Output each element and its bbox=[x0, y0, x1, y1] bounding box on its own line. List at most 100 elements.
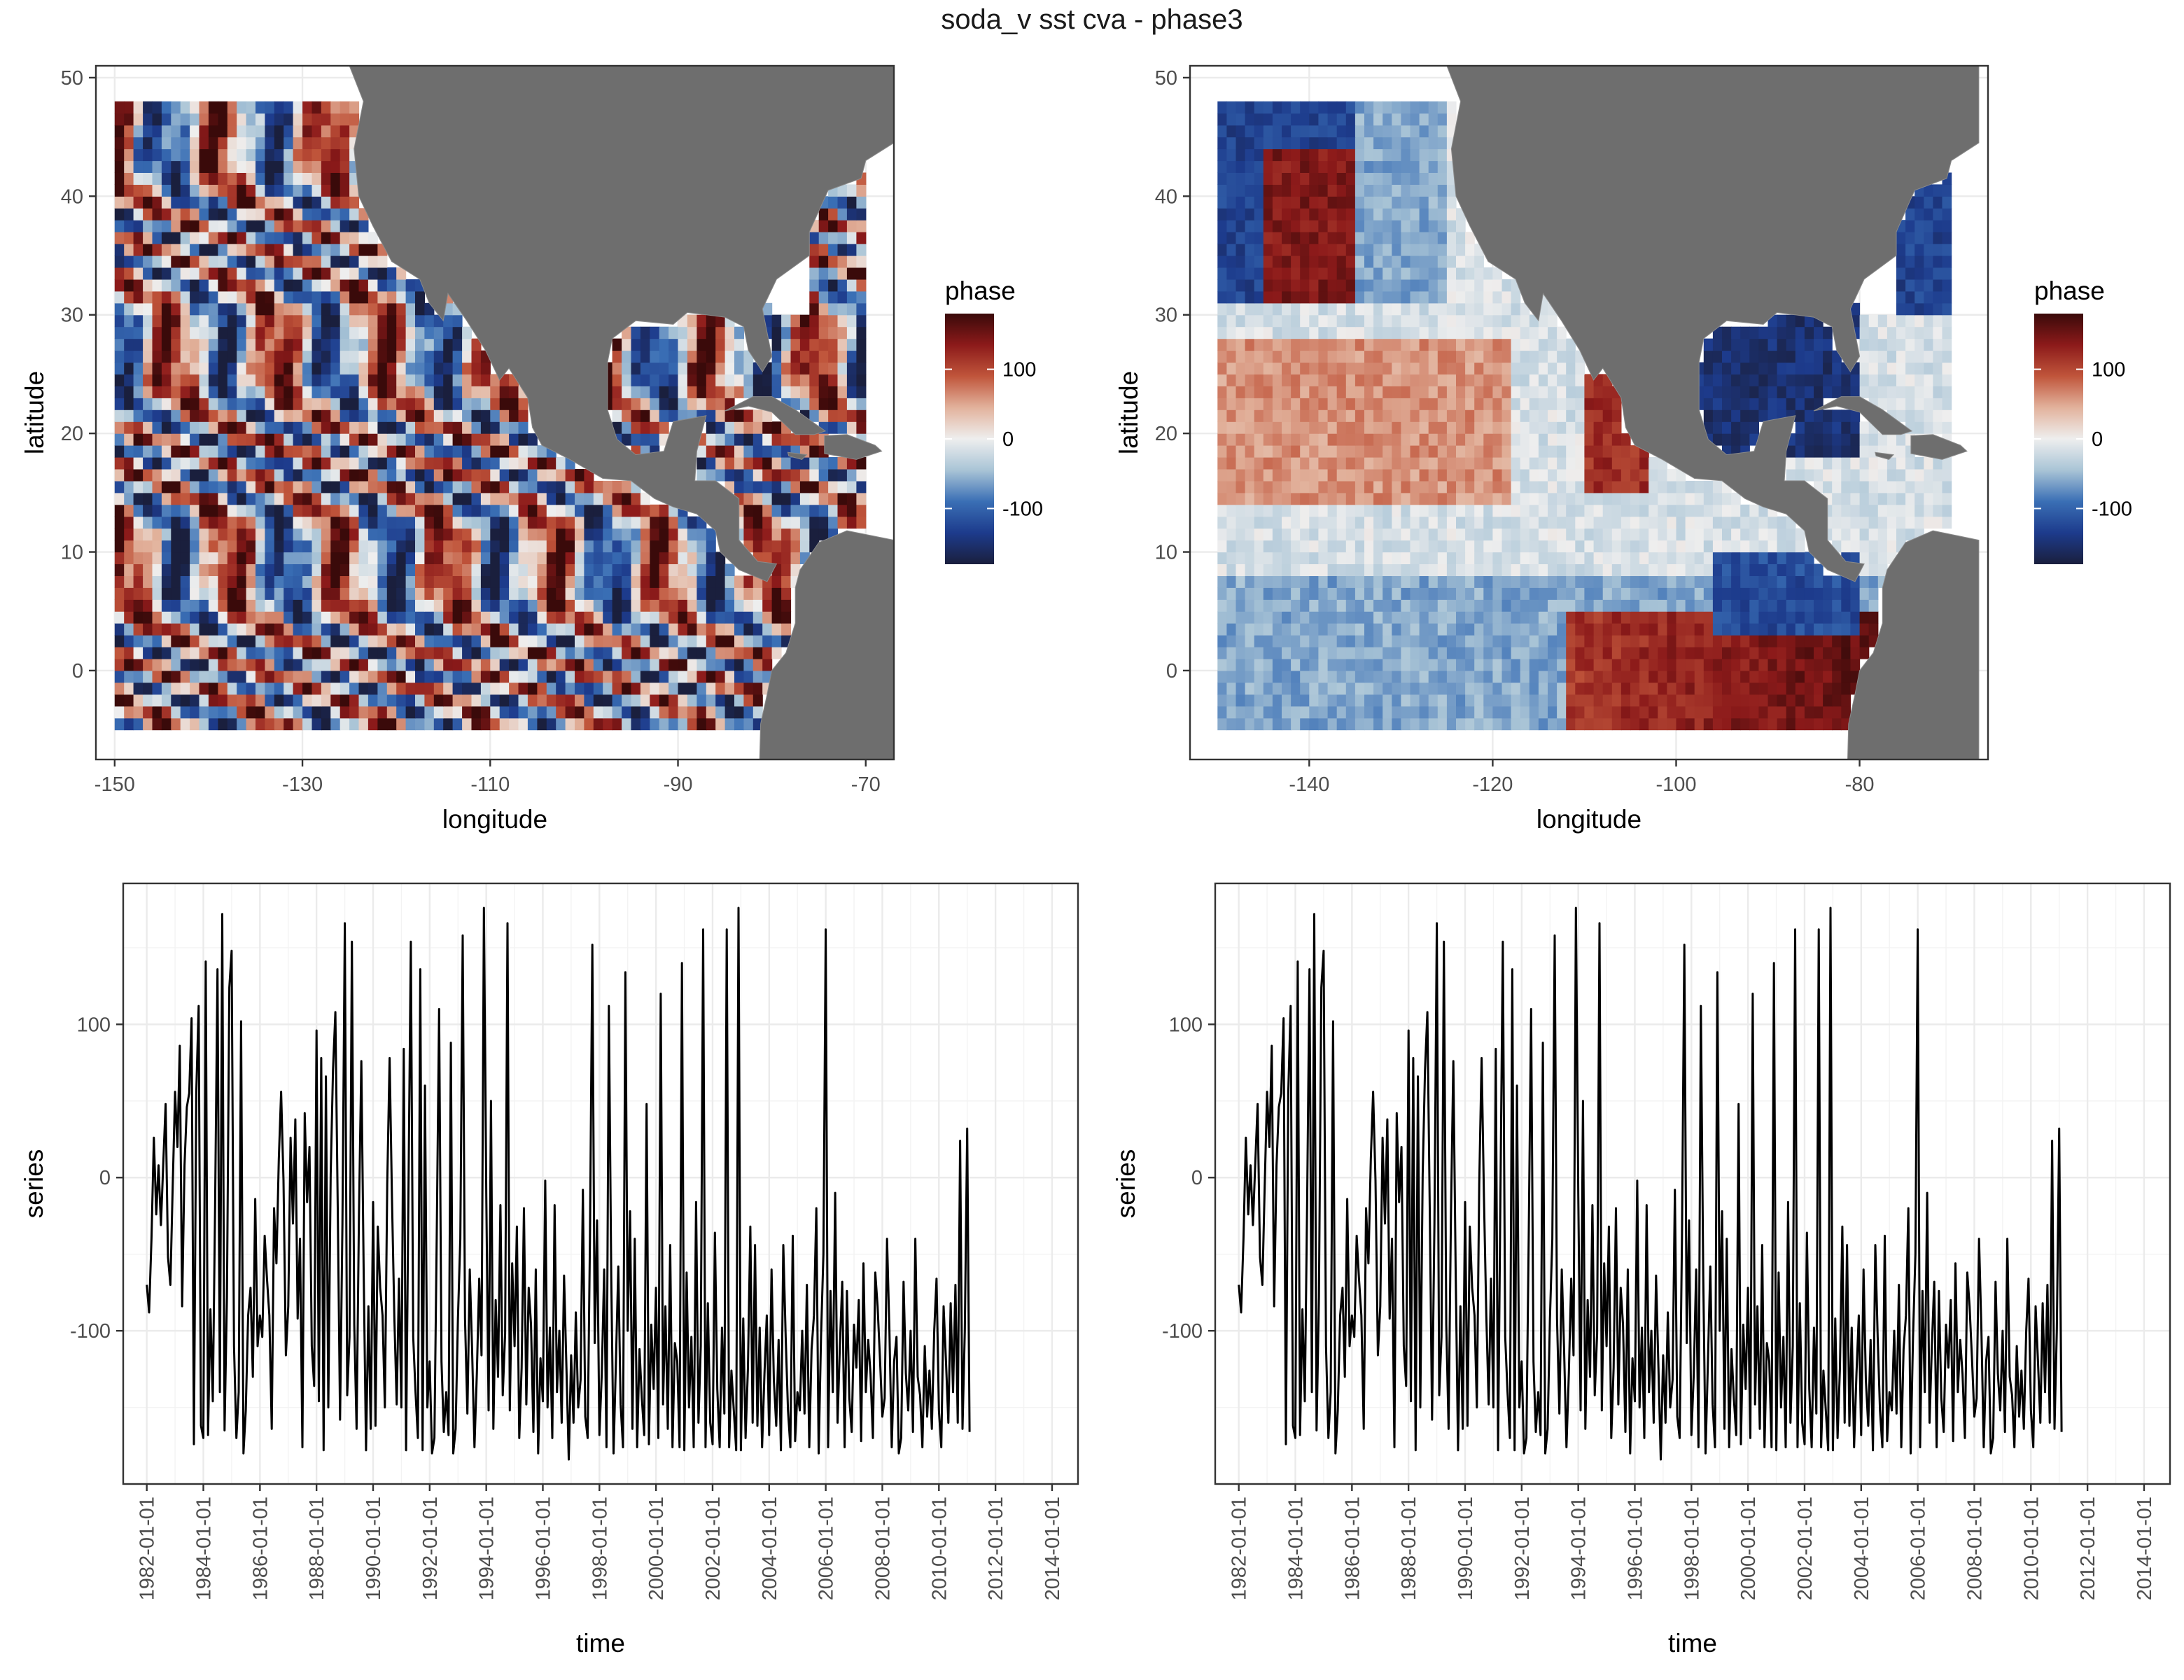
phase-cell bbox=[1740, 647, 1750, 659]
phase-cell bbox=[386, 682, 397, 695]
phase-cell bbox=[1483, 552, 1493, 564]
phase-cell bbox=[706, 410, 716, 422]
phase-cell bbox=[1584, 492, 1595, 505]
phase-cell bbox=[462, 611, 472, 624]
phase-cell bbox=[199, 445, 209, 458]
phase-cell bbox=[1548, 575, 1558, 588]
phase-cell bbox=[603, 528, 613, 541]
phase-cell bbox=[1749, 706, 1759, 719]
phase-cell bbox=[284, 386, 294, 398]
phase-cell bbox=[152, 362, 162, 374]
phase-cell bbox=[415, 587, 425, 600]
phase-cell bbox=[1896, 469, 1906, 482]
phase-cell bbox=[1703, 718, 1714, 731]
phase-cell bbox=[631, 718, 641, 731]
phase-cell bbox=[622, 398, 632, 410]
phase-cell bbox=[208, 160, 218, 173]
phase-cell bbox=[152, 290, 162, 304]
phase-cell bbox=[1749, 647, 1759, 659]
phase-cell bbox=[180, 575, 190, 588]
phase-cell bbox=[1272, 457, 1282, 470]
phase-cell bbox=[1823, 706, 1833, 719]
phase-cell bbox=[321, 362, 331, 374]
phase-cell bbox=[1245, 410, 1255, 422]
phase-cell bbox=[790, 469, 801, 482]
phase-cell bbox=[321, 492, 331, 505]
phase-cell bbox=[312, 232, 322, 244]
phase-cell bbox=[1282, 421, 1292, 434]
phase-cell bbox=[1611, 433, 1622, 446]
phase-cell bbox=[640, 504, 650, 517]
phase-cell bbox=[1868, 528, 1879, 541]
phase-cell bbox=[1236, 659, 1246, 671]
phase-cell bbox=[152, 694, 162, 707]
phase-cell bbox=[462, 504, 472, 517]
phase-cell bbox=[1502, 564, 1512, 576]
phase-cell bbox=[612, 362, 622, 374]
phase-cell bbox=[218, 374, 228, 386]
phase-cell bbox=[1309, 575, 1319, 588]
phase-cell bbox=[622, 647, 632, 659]
phase-cell bbox=[527, 433, 538, 446]
phase-cell bbox=[575, 575, 584, 588]
phase-cell bbox=[405, 433, 416, 446]
phase-cell bbox=[462, 374, 472, 386]
phase-cell bbox=[1593, 635, 1604, 648]
phase-cell bbox=[152, 302, 162, 316]
phase-cell bbox=[293, 492, 303, 505]
phase-cell bbox=[1667, 504, 1677, 517]
phase-cell bbox=[1392, 611, 1401, 624]
phase-cell bbox=[161, 599, 172, 612]
phase-cell bbox=[1327, 504, 1338, 517]
phase-cell bbox=[846, 398, 857, 410]
phase-cell bbox=[349, 528, 360, 541]
phase-cell bbox=[1502, 516, 1512, 529]
phase-cell bbox=[246, 670, 256, 683]
phase-cell bbox=[612, 350, 622, 363]
phase-cell bbox=[180, 184, 190, 197]
phase-cell bbox=[1446, 492, 1457, 505]
phase-cell bbox=[1327, 552, 1338, 564]
phase-cell bbox=[1520, 682, 1530, 695]
phase-cell bbox=[828, 220, 839, 232]
phase-cell bbox=[321, 587, 331, 600]
phase-cell bbox=[527, 635, 538, 648]
phase-cell bbox=[706, 326, 716, 340]
phase-cell bbox=[743, 670, 754, 683]
phase-cell bbox=[1630, 670, 1640, 683]
phase-cell bbox=[1318, 718, 1329, 731]
phase-cell bbox=[218, 113, 228, 126]
phase-cell bbox=[1602, 575, 1613, 588]
phase-cell bbox=[1832, 647, 1842, 659]
phase-cell bbox=[640, 647, 650, 659]
phase-cell bbox=[1620, 457, 1631, 470]
phase-cell bbox=[284, 492, 294, 505]
phase-cell bbox=[452, 682, 463, 695]
phase-cell bbox=[433, 611, 444, 624]
phase-cell bbox=[114, 208, 125, 220]
phase-cell bbox=[1272, 682, 1282, 695]
phase-cell bbox=[781, 469, 792, 482]
phase-cell bbox=[537, 587, 547, 600]
phase-cell bbox=[612, 504, 622, 517]
phase-cell bbox=[462, 433, 472, 446]
phase-cell bbox=[1336, 410, 1347, 422]
phase-cell bbox=[1933, 480, 1943, 493]
phase-cell bbox=[856, 255, 867, 268]
phase-cell bbox=[1575, 516, 1585, 529]
phase-cell bbox=[1428, 587, 1438, 600]
phase-cell bbox=[1474, 504, 1484, 517]
phase-cell bbox=[1786, 647, 1796, 659]
phase-cell bbox=[1318, 492, 1329, 505]
phase-cell bbox=[659, 504, 669, 517]
phase-cell bbox=[143, 457, 153, 470]
phase-cell bbox=[1658, 647, 1667, 659]
phase-cell bbox=[546, 706, 556, 719]
phase-cell bbox=[265, 480, 275, 493]
phase-cell bbox=[293, 125, 303, 138]
phase-cell bbox=[321, 232, 331, 244]
phase-cell bbox=[199, 575, 209, 588]
phase-cell bbox=[1740, 682, 1750, 695]
phase-cell bbox=[171, 290, 181, 304]
phase-cell bbox=[321, 457, 331, 470]
